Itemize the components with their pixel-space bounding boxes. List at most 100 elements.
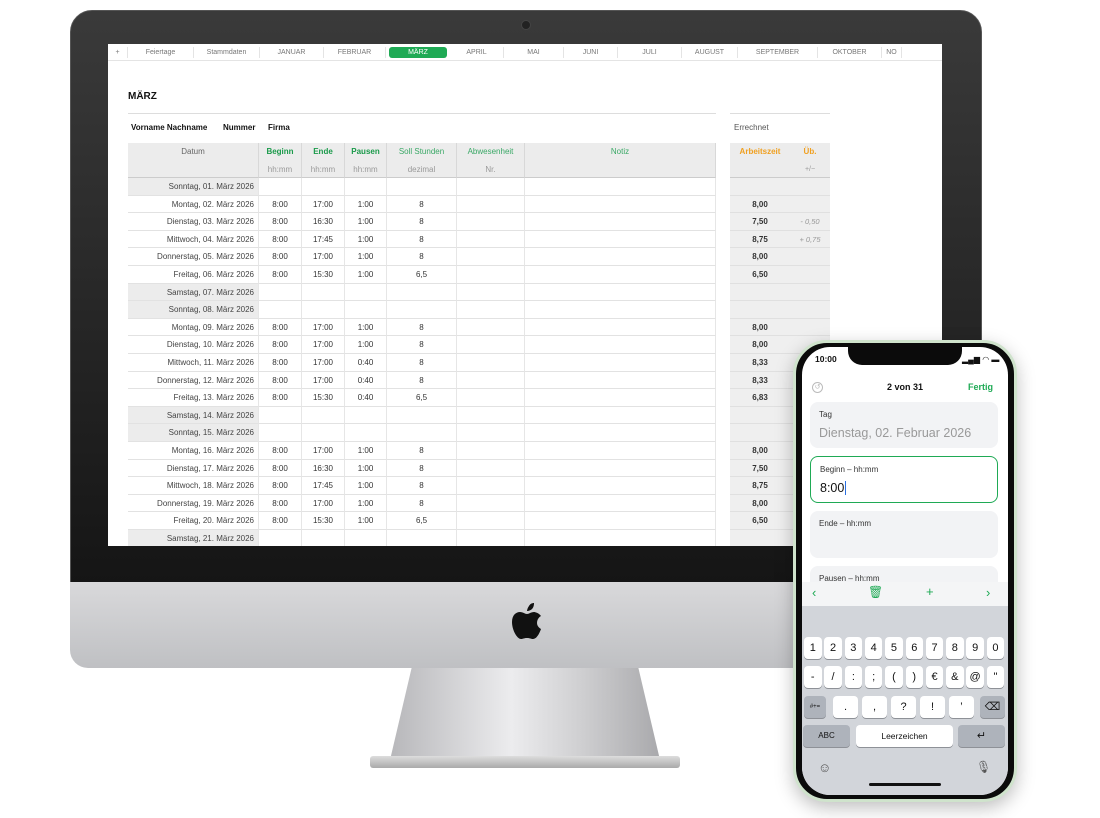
pause-cell[interactable]: 1:00 bbox=[345, 248, 387, 266]
key-symbol[interactable]: ; bbox=[864, 666, 883, 688]
pause-cell[interactable] bbox=[345, 178, 387, 196]
absence-cell[interactable] bbox=[457, 424, 525, 442]
tab-september[interactable]: SEPTEMBER bbox=[738, 46, 818, 58]
key-symbol[interactable]: " bbox=[986, 666, 1005, 688]
pause-cell[interactable]: 1:00 bbox=[345, 494, 387, 513]
begin-cell[interactable]: 8:00 bbox=[259, 477, 302, 495]
end-cell[interactable] bbox=[302, 283, 345, 302]
note-cell[interactable] bbox=[525, 301, 716, 319]
key-punct[interactable]: . bbox=[833, 696, 858, 718]
end-cell[interactable]: 17:45 bbox=[302, 230, 345, 249]
end-cell[interactable]: 15:30 bbox=[302, 389, 345, 407]
end-cell[interactable]: 17:00 bbox=[302, 371, 345, 390]
key-symbol[interactable]: ( bbox=[885, 666, 903, 688]
pause-cell[interactable]: 1:00 bbox=[345, 230, 387, 249]
key-punct[interactable]: , bbox=[862, 696, 887, 718]
tab-juli[interactable]: JULI bbox=[618, 46, 682, 58]
begin-cell[interactable] bbox=[259, 530, 302, 546]
note-cell[interactable] bbox=[525, 530, 716, 546]
end-cell[interactable]: 17:00 bbox=[302, 494, 345, 513]
begin-cell[interactable]: 8:00 bbox=[259, 318, 302, 337]
target-hours-cell[interactable]: 8 bbox=[387, 318, 457, 337]
target-hours-cell[interactable]: 8 bbox=[387, 494, 457, 513]
absence-cell[interactable] bbox=[457, 178, 525, 196]
pause-cell[interactable]: 0:40 bbox=[345, 389, 387, 407]
tab-oktober[interactable]: OKTOBER bbox=[818, 46, 882, 58]
begin-cell[interactable]: 8:00 bbox=[259, 354, 302, 372]
absence-cell[interactable] bbox=[457, 406, 525, 425]
key-7[interactable]: 7 bbox=[925, 637, 944, 659]
key-symbol[interactable]: - bbox=[804, 666, 822, 688]
tab-februar[interactable]: FEBRUAR bbox=[324, 46, 386, 58]
end-cell[interactable]: 17:45 bbox=[302, 477, 345, 495]
end-cell[interactable]: 17:00 bbox=[302, 442, 345, 460]
begin-cell[interactable]: 8:00 bbox=[259, 336, 302, 354]
begin-cell[interactable]: 8:00 bbox=[259, 442, 302, 460]
absence-cell[interactable] bbox=[457, 459, 525, 478]
tab-märz[interactable]: MÄRZ bbox=[389, 46, 447, 58]
absence-cell[interactable] bbox=[457, 213, 525, 231]
tab-april[interactable]: APRIL bbox=[450, 46, 504, 58]
key-2[interactable]: 2 bbox=[824, 637, 842, 659]
pause-cell[interactable] bbox=[345, 424, 387, 442]
target-hours-cell[interactable] bbox=[387, 406, 457, 425]
pause-cell[interactable]: 1:00 bbox=[345, 213, 387, 231]
absence-cell[interactable] bbox=[457, 336, 525, 354]
absence-cell[interactable] bbox=[457, 389, 525, 407]
note-cell[interactable] bbox=[525, 195, 716, 214]
pause-cell[interactable]: 1:00 bbox=[345, 336, 387, 354]
absence-cell[interactable] bbox=[457, 266, 525, 284]
note-cell[interactable] bbox=[525, 283, 716, 302]
key-symbols[interactable]: #+= bbox=[804, 696, 826, 718]
end-cell[interactable]: 16:30 bbox=[302, 459, 345, 478]
pause-cell[interactable]: 0:40 bbox=[345, 354, 387, 372]
microphone-icon[interactable]: 🎙 bbox=[976, 760, 992, 774]
absence-cell[interactable] bbox=[457, 442, 525, 460]
note-cell[interactable] bbox=[525, 389, 716, 407]
note-cell[interactable] bbox=[525, 354, 716, 372]
key-symbol[interactable]: € bbox=[925, 666, 944, 688]
end-cell[interactable]: 17:00 bbox=[302, 248, 345, 266]
note-cell[interactable] bbox=[525, 266, 716, 284]
pause-cell[interactable]: 1:00 bbox=[345, 477, 387, 495]
note-cell[interactable] bbox=[525, 248, 716, 266]
absence-cell[interactable] bbox=[457, 477, 525, 495]
begin-cell[interactable]: 8:00 bbox=[259, 512, 302, 530]
end-cell[interactable]: 17:00 bbox=[302, 354, 345, 372]
note-cell[interactable] bbox=[525, 178, 716, 196]
target-hours-cell[interactable]: 8 bbox=[387, 459, 457, 478]
target-hours-cell[interactable]: 8 bbox=[387, 336, 457, 354]
absence-cell[interactable] bbox=[457, 494, 525, 513]
note-cell[interactable] bbox=[525, 406, 716, 425]
absence-cell[interactable] bbox=[457, 283, 525, 302]
target-hours-cell[interactable]: 8 bbox=[387, 195, 457, 214]
key-delete[interactable]: ⌫ bbox=[980, 696, 1005, 718]
end-cell[interactable]: 17:00 bbox=[302, 318, 345, 337]
begin-cell[interactable]: 8:00 bbox=[259, 459, 302, 478]
target-hours-cell[interactable]: 8 bbox=[387, 477, 457, 495]
tab-januar[interactable]: JANUAR bbox=[260, 46, 324, 58]
target-hours-cell[interactable] bbox=[387, 301, 457, 319]
end-cell[interactable] bbox=[302, 301, 345, 319]
target-hours-cell[interactable]: 6,5 bbox=[387, 512, 457, 530]
note-cell[interactable] bbox=[525, 459, 716, 478]
note-cell[interactable] bbox=[525, 477, 716, 495]
key-symbol[interactable]: @ bbox=[966, 666, 984, 688]
begin-cell[interactable] bbox=[259, 301, 302, 319]
next-icon[interactable]: › bbox=[986, 585, 991, 600]
note-cell[interactable] bbox=[525, 494, 716, 513]
absence-cell[interactable] bbox=[457, 301, 525, 319]
begin-cell[interactable] bbox=[259, 178, 302, 196]
begin-cell[interactable] bbox=[259, 406, 302, 425]
note-cell[interactable] bbox=[525, 213, 716, 231]
key-1[interactable]: 1 bbox=[804, 637, 822, 659]
key-9[interactable]: 9 bbox=[966, 637, 984, 659]
end-cell[interactable] bbox=[302, 178, 345, 196]
end-cell[interactable]: 17:00 bbox=[302, 195, 345, 214]
undo-icon[interactable]: ↺ bbox=[812, 382, 823, 393]
key-symbol[interactable]: : bbox=[844, 666, 863, 688]
note-cell[interactable] bbox=[525, 371, 716, 390]
absence-cell[interactable] bbox=[457, 371, 525, 390]
note-cell[interactable] bbox=[525, 512, 716, 530]
target-hours-cell[interactable] bbox=[387, 530, 457, 546]
